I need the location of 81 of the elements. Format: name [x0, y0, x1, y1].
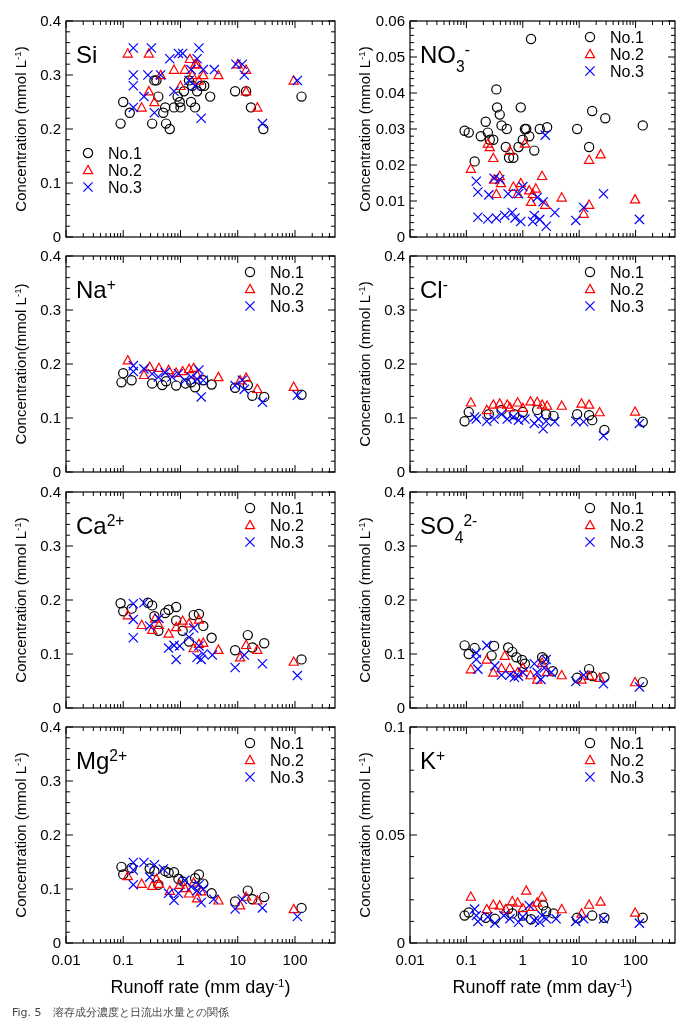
y-tick-label: 0 [52, 934, 61, 951]
legend-label: No.1 [108, 145, 142, 162]
x-axis-title: Runoff rate (mm day$^{-1}$) [452, 975, 633, 997]
legend-label: No.2 [610, 281, 644, 298]
y-tick-label: 0.3 [384, 301, 405, 318]
legend-label: No.2 [270, 517, 304, 534]
legend-label: No.3 [610, 534, 644, 551]
y-tick-label: 0.3 [40, 66, 61, 83]
text: Na$^{+}$ [76, 275, 116, 303]
legend-label: No.1 [610, 29, 644, 46]
legend-label: No.1 [270, 264, 304, 281]
legend-label: No.2 [270, 281, 304, 298]
y-tick-label: 0.2 [40, 120, 61, 137]
x-tick-label: 1 [518, 951, 527, 968]
y-tick-label: 0.1 [384, 409, 405, 426]
y-tick-label: 0.2 [40, 826, 61, 843]
y-tick-label: 0.4 [40, 718, 61, 735]
y-tick-label: 0.1 [384, 645, 405, 662]
x-tick-label: 10 [570, 951, 588, 968]
y-tick-label: 0.4 [40, 483, 61, 500]
y-tick-label: 0 [396, 699, 405, 716]
y-tick-label: 0 [396, 463, 405, 480]
legend-label: No.3 [270, 769, 304, 786]
y-tick-label: 0.4 [384, 483, 405, 500]
y-tick-label: 0.02 [375, 156, 405, 173]
legend-label: No.3 [270, 298, 304, 315]
x-tick-label: 0.1 [455, 951, 477, 968]
y-tick-label: 0.2 [40, 355, 61, 372]
y-tick-label: 0.2 [384, 355, 405, 372]
legend-label: No.1 [610, 735, 644, 752]
legend-label: No.3 [270, 534, 304, 551]
legend-label: No.1 [610, 264, 644, 281]
y-tick-label: 0.4 [384, 247, 405, 264]
x-axis-title: Runoff rate (mm day$^{-1}$) [110, 975, 291, 997]
y-tick-label: 0.1 [40, 409, 61, 426]
legend-label: No.3 [610, 298, 644, 315]
y-tick-label: 0.2 [40, 591, 61, 608]
legend-label: No.2 [270, 752, 304, 769]
y-tick-label: 0.1 [40, 174, 61, 191]
legend-label: No.3 [108, 179, 142, 196]
text: Si [76, 41, 98, 68]
x-tick-label: 100 [623, 951, 649, 968]
legend-label: No.1 [270, 735, 304, 752]
x-tick-label: 100 [282, 951, 308, 968]
legend-label: No.2 [610, 517, 644, 534]
y-tick-label: 0.4 [40, 247, 61, 264]
y-tick-label: 0.3 [384, 537, 405, 554]
y-tick-label: 0.4 [40, 12, 61, 29]
y-tick-label: 0.1 [40, 880, 61, 897]
y-tick-label: 0 [396, 934, 405, 951]
y-tick-label: 0.05 [375, 826, 405, 843]
y-tick-label: 0.1 [384, 718, 405, 735]
y-tick-label: 0.05 [375, 48, 405, 65]
legend-label: No.2 [610, 752, 644, 769]
x-tick-label: 0.1 [112, 951, 134, 968]
text: K$^{+}$ [420, 746, 446, 774]
legend-label: No.3 [610, 63, 644, 80]
y-tick-label: 0.06 [375, 12, 405, 29]
caption: Fig. 5 溶存成分濃度と日流出水量との関係 [12, 1006, 229, 1019]
y-tick-label: 0 [52, 699, 61, 716]
y-tick-label: 0 [396, 228, 405, 245]
y-tick-label: 0 [52, 463, 61, 480]
legend-label: No.2 [108, 162, 142, 179]
legend-label: No.3 [610, 769, 644, 786]
y-tick-label: 0 [52, 228, 61, 245]
text: Cl$^{-}$ [420, 275, 448, 303]
x-tick-label: 1 [176, 951, 185, 968]
y-tick-label: 0.01 [375, 192, 405, 209]
y-tick-label: 0.3 [40, 301, 61, 318]
legend-label: No.2 [610, 46, 644, 63]
text: Ca$^{2+}$ [76, 511, 125, 539]
legend-label: No.1 [270, 500, 304, 517]
x-tick-label: 10 [229, 951, 247, 968]
legend-label: No.1 [610, 500, 644, 517]
text: Mg$^{2+}$ [76, 746, 128, 774]
y-tick-label: 0.1 [40, 645, 61, 662]
y-tick-label: 0.3 [40, 537, 61, 554]
y-tick-label: 0.03 [375, 120, 405, 137]
y-tick-label: 0.3 [40, 772, 61, 789]
y-tick-label: 0.2 [384, 591, 405, 608]
y-tick-label: 0.04 [375, 84, 405, 101]
